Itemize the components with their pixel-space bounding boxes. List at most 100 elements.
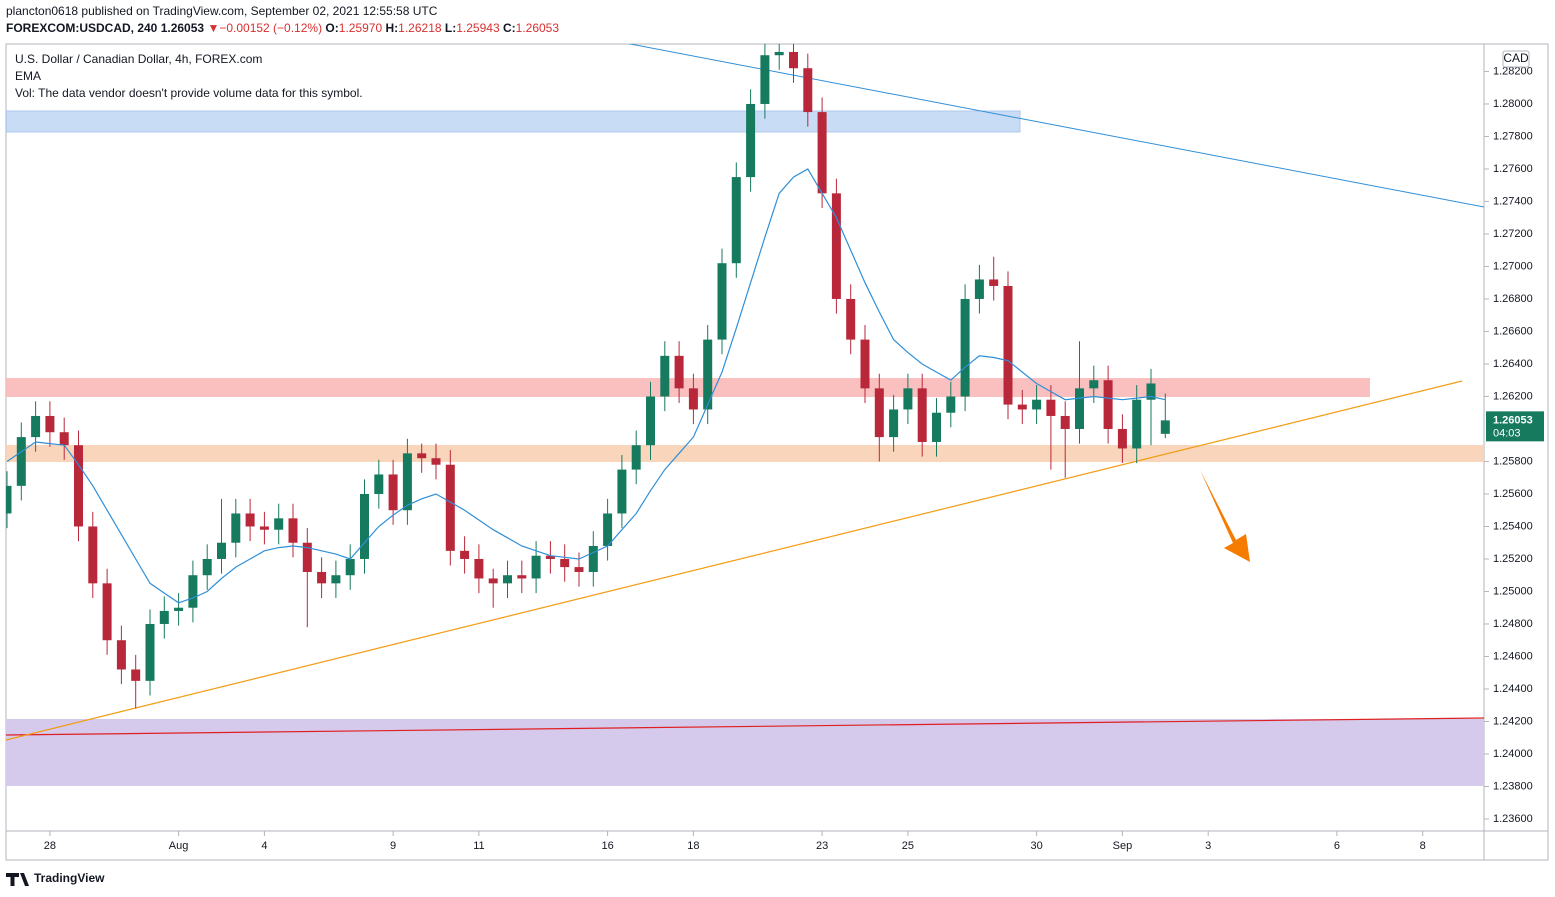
purple-zone: [6, 719, 1484, 786]
candle-body: [88, 526, 98, 584]
candle-body: [302, 542, 312, 572]
candle-body: [1146, 383, 1156, 400]
down-arrow: [1200, 470, 1250, 562]
candle-body: [274, 518, 284, 530]
x-tick-label: 11: [473, 840, 484, 852]
y-tick-label: 1.25400: [1493, 520, 1533, 532]
candle-body: [245, 513, 255, 527]
candle-body: [889, 409, 899, 438]
currency-box: [1502, 50, 1530, 68]
candle-body: [1089, 380, 1099, 389]
c-value: 1.26053: [516, 21, 560, 35]
x-tick-label: 30: [1030, 840, 1042, 852]
y-tick-label: 1.26400: [1493, 358, 1533, 370]
y-tick-label: 1.27400: [1493, 195, 1533, 207]
change: −0.00152 (−0.12%): [219, 21, 322, 35]
y-tick-label: 1.25600: [1493, 488, 1533, 500]
red-line: [6, 717, 1484, 736]
red-zone: [6, 378, 1370, 397]
price-label: 1.26053: [1493, 414, 1533, 426]
candle-body: [360, 493, 369, 559]
candle-body: [932, 412, 941, 442]
candle-body: [6, 485, 12, 514]
candle-body: [617, 469, 627, 514]
y-tick-label: 1.27600: [1493, 163, 1533, 175]
plot: [6, 44, 1170, 709]
candle-body: [16, 437, 26, 486]
l-label: L:: [445, 21, 456, 35]
x-tick-label: 3: [1205, 840, 1211, 852]
candle-body: [217, 542, 226, 559]
candle-body: [946, 396, 956, 413]
y-tick-label: 1.27000: [1493, 260, 1533, 272]
x-tick-label: 8: [1420, 840, 1426, 852]
candle-body: [231, 513, 241, 543]
candle-body: [1103, 380, 1113, 429]
candle-body: [574, 567, 584, 572]
candle-body: [746, 103, 756, 178]
candle-body: [545, 555, 555, 559]
logo-text: TradingView: [34, 871, 105, 885]
symbol: FOREXCOM:USDCAD, 240: [6, 21, 158, 35]
candle-body: [417, 453, 427, 459]
candle-body: [674, 355, 684, 389]
y-tick-label: 1.23600: [1493, 813, 1533, 825]
candle-body: [517, 575, 527, 579]
publisher-line: plancton0618 published on TradingView.co…: [6, 4, 438, 18]
candle-body: [1117, 428, 1127, 449]
candle-body: [903, 388, 913, 410]
candle-body: [317, 571, 327, 584]
candle-body: [474, 558, 484, 579]
candle-body: [159, 610, 169, 624]
candle-body: [431, 458, 441, 465]
h-label: H:: [386, 21, 399, 35]
y-tick-label: 1.28000: [1493, 98, 1533, 110]
candle-body: [331, 575, 341, 584]
x-tick-label: 4: [261, 840, 267, 852]
candle-body: [860, 339, 870, 389]
candle-body: [259, 526, 269, 530]
y-tick-label: 1.27800: [1493, 130, 1533, 142]
symbol-line: FOREXCOM:USDCAD, 240 1.26053 ▼−0.00152 (…: [6, 21, 559, 35]
candle-body: [646, 396, 655, 446]
candle-body: [588, 545, 598, 572]
candle-body: [789, 51, 798, 69]
candle-body: [631, 445, 641, 470]
candle-body: [402, 453, 412, 511]
x-tick-label: 28: [44, 840, 56, 852]
l-value: 1.25943: [456, 21, 500, 35]
candle-body: [831, 193, 841, 299]
ema-legend: EMA: [15, 69, 41, 83]
x-tick-label: 18: [687, 840, 699, 852]
candle-body: [703, 339, 713, 410]
x-tick-label: 6: [1334, 840, 1340, 852]
candle-body: [460, 550, 470, 559]
c-label: C:: [503, 21, 516, 35]
x-tick-label: 25: [902, 840, 914, 852]
candle-body: [874, 388, 884, 438]
y-tick-label: 1.24800: [1493, 618, 1533, 630]
candle-body: [1017, 404, 1027, 410]
candle-body: [688, 388, 698, 410]
y-tick-label: 1.24000: [1493, 748, 1533, 760]
arrow: ▼: [207, 21, 219, 35]
candle-body: [102, 583, 112, 641]
candle-body: [345, 558, 355, 576]
y-tick-label: 1.23800: [1493, 780, 1533, 792]
candle-body: [288, 518, 298, 543]
h-value: 1.26218: [398, 21, 442, 35]
last: 1.26053: [161, 21, 205, 35]
candle-body: [603, 513, 613, 546]
y-tick-label: 1.26800: [1493, 293, 1533, 305]
candle-body: [917, 388, 927, 442]
x-tick-label: Aug: [169, 840, 189, 852]
y-tick-label: 1.24200: [1493, 715, 1533, 727]
candle-body: [188, 575, 198, 608]
candle-body: [1032, 399, 1042, 410]
candle-body: [1160, 420, 1170, 434]
x-tick-label: Sep: [1113, 840, 1133, 852]
candle-body: [503, 575, 512, 584]
orange-zone: [6, 445, 1484, 462]
volume-note: Vol: The data vendor doesn't provide vol…: [15, 86, 363, 100]
x-tick-label: 9: [390, 840, 396, 852]
